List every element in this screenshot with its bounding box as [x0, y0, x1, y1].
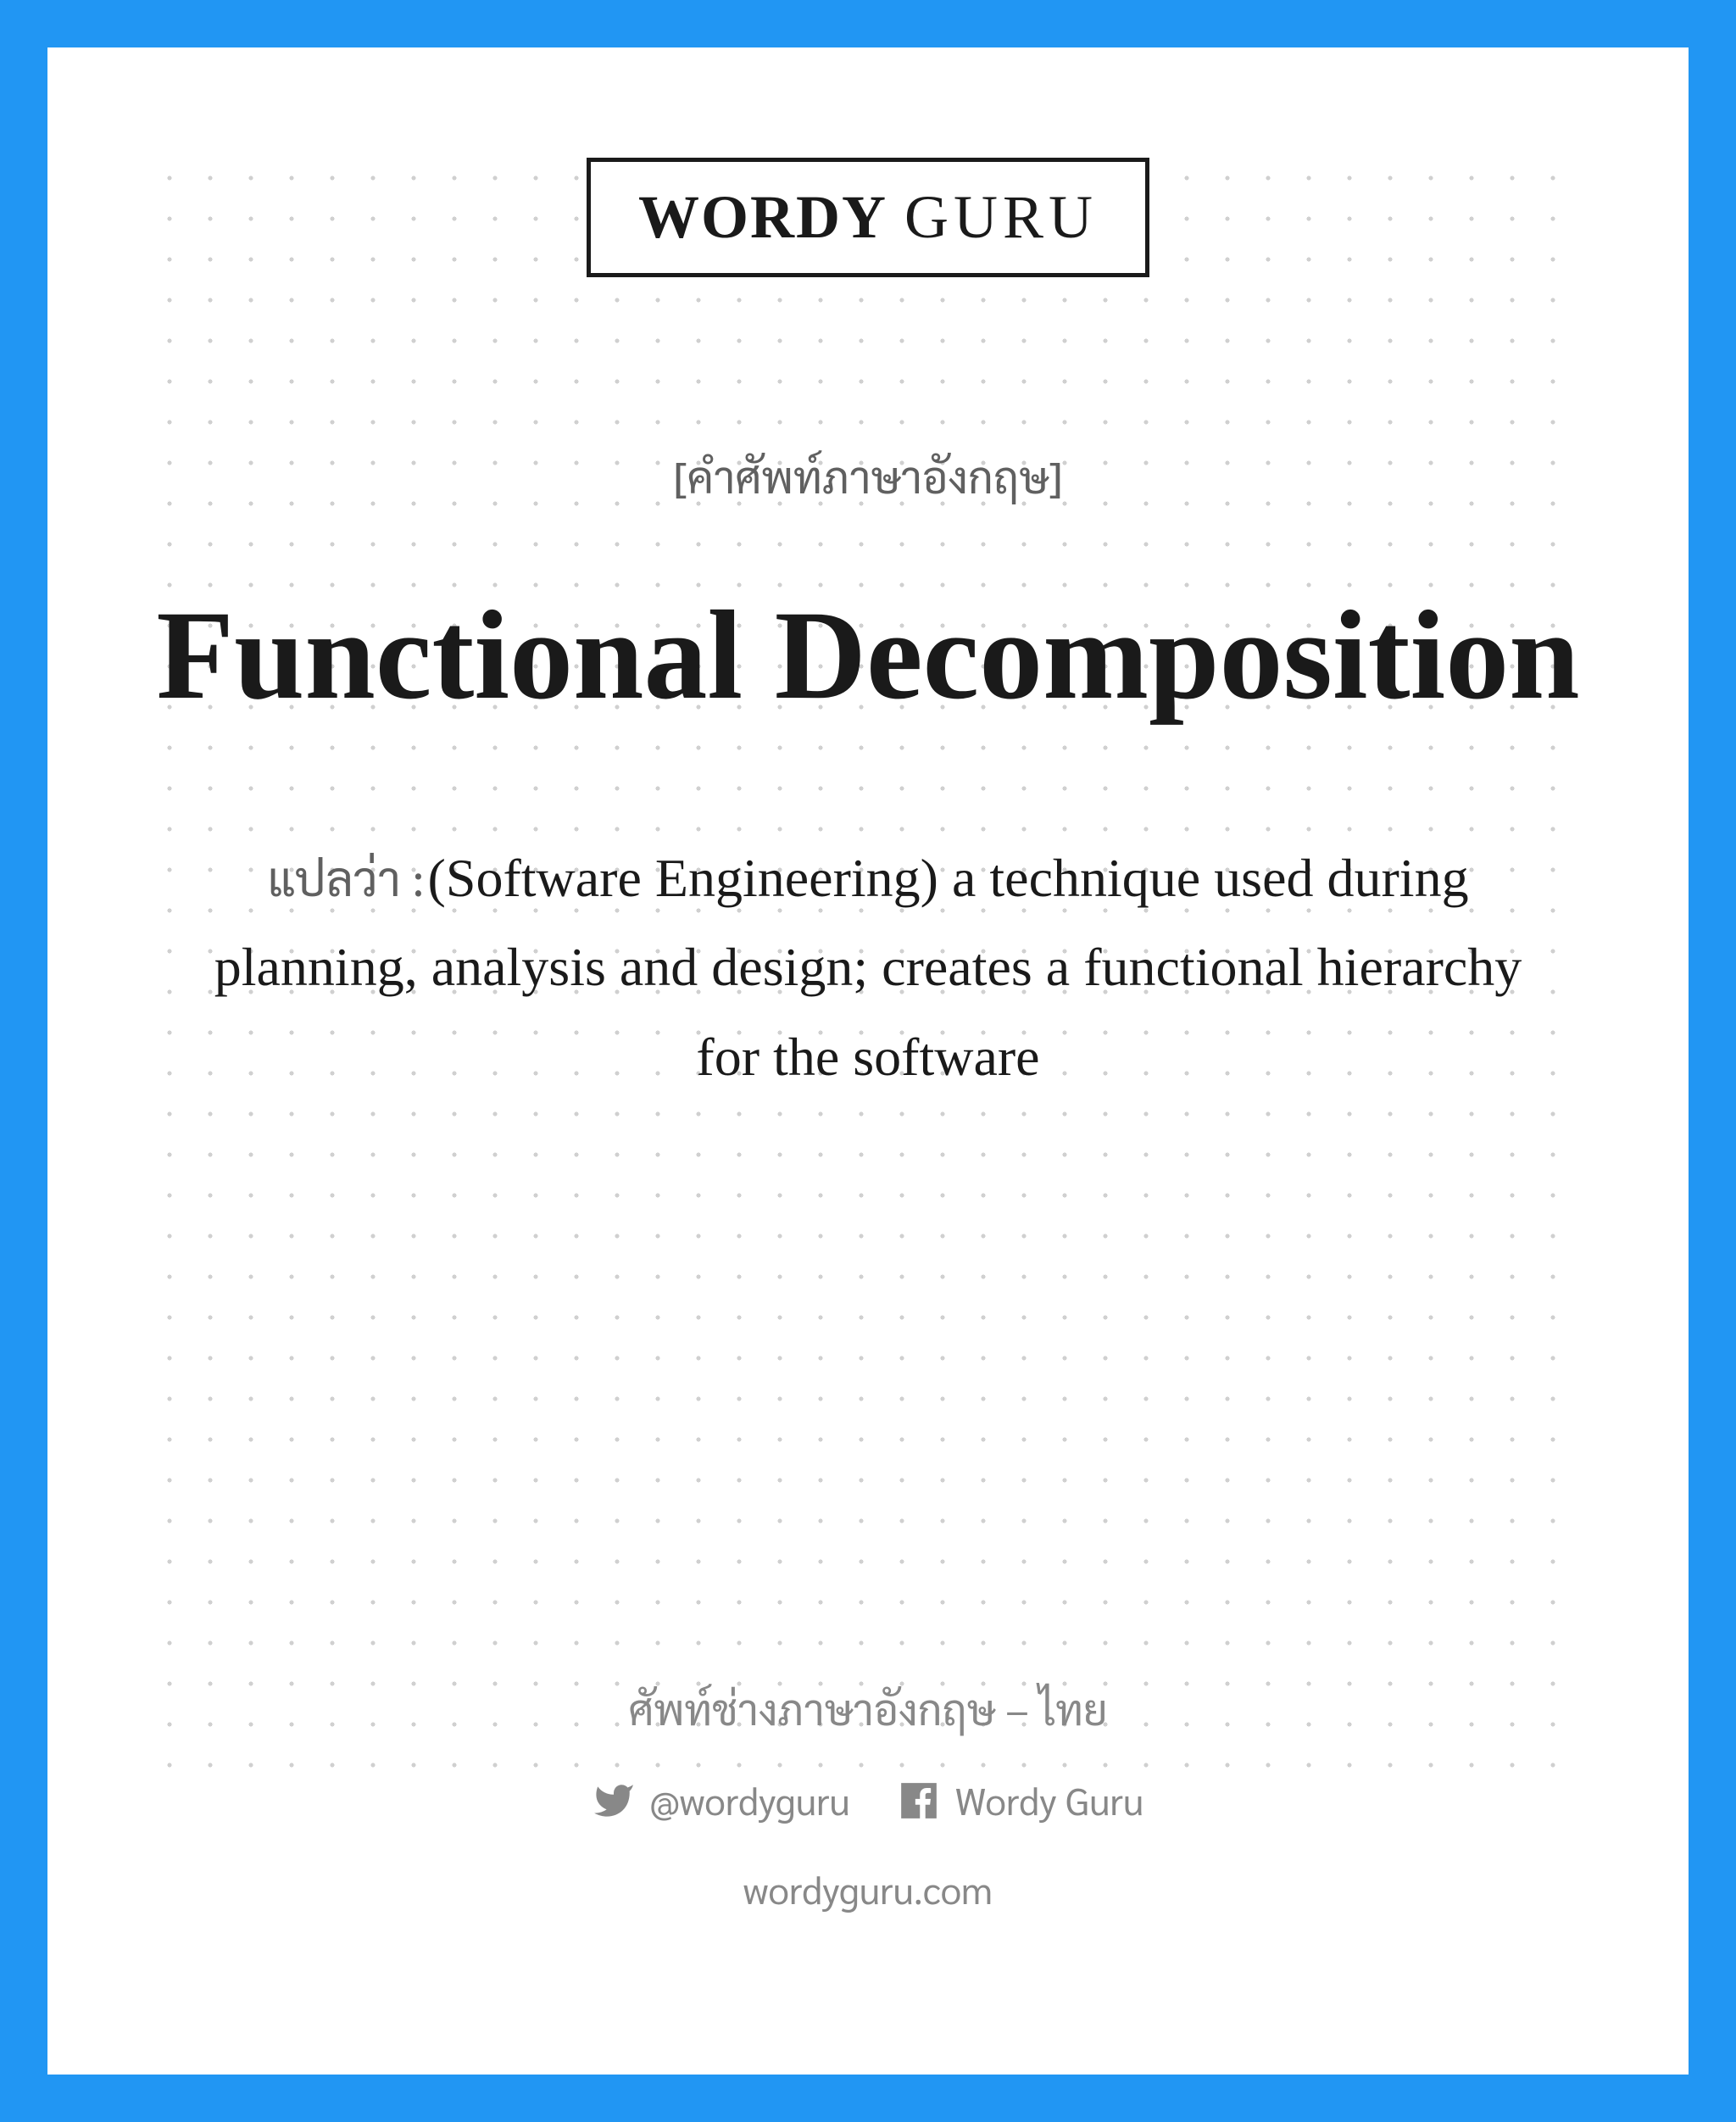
twitter-item[interactable]: @wordyguru — [593, 1776, 850, 1824]
facebook-handle: Wordy Guru — [955, 1776, 1143, 1824]
logo-guru: GURU — [904, 182, 1098, 253]
twitter-handle: @wordyguru — [650, 1776, 850, 1824]
twitter-icon — [593, 1779, 635, 1822]
logo-wordy: WORDY — [638, 182, 887, 253]
definition-label: แปลว่า : — [267, 845, 424, 907]
website-url[interactable]: wordyguru.com — [743, 1865, 993, 1913]
card-container: WORDY GURU [คำศัพท์ภาษาอังกฤษ] Functiona… — [47, 47, 1689, 2075]
logo-box: WORDY GURU — [587, 158, 1149, 277]
term-title: Functional Decomposition — [156, 564, 1579, 749]
facebook-icon — [898, 1779, 940, 1822]
content-wrapper: WORDY GURU [คำศัพท์ภาษาอังกฤษ] Functiona… — [132, 158, 1604, 1990]
social-row: @wordyguru Wordy Guru — [593, 1776, 1143, 1824]
facebook-item[interactable]: Wordy Guru — [898, 1776, 1143, 1824]
definition-row: แปลว่า : (Software Engineering) a techni… — [190, 833, 1546, 1102]
footer-title: ศัพท์ช่างภาษาอังกฤษ – ไทย — [628, 1680, 1107, 1735]
footer: ศัพท์ช่างภาษาอังกฤษ – ไทย @wordyguru — [132, 1680, 1604, 1913]
category-label: [คำศัพท์ภาษาอังกฤษ] — [674, 447, 1063, 504]
